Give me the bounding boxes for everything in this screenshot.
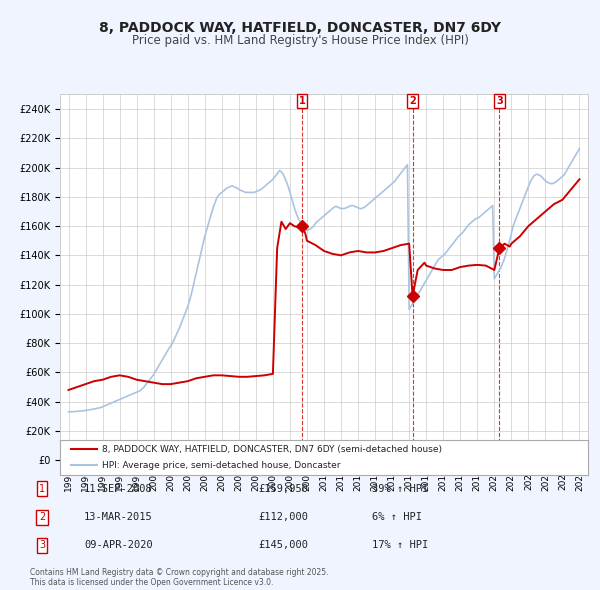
- Text: 1: 1: [39, 484, 45, 494]
- Text: 3: 3: [496, 96, 503, 106]
- Text: 8, PADDOCK WAY, HATFIELD, DONCASTER, DN7 6DY (semi-detached house): 8, PADDOCK WAY, HATFIELD, DONCASTER, DN7…: [102, 445, 442, 454]
- Text: HPI: Average price, semi-detached house, Doncaster: HPI: Average price, semi-detached house,…: [102, 461, 341, 470]
- Text: Price paid vs. HM Land Registry's House Price Index (HPI): Price paid vs. HM Land Registry's House …: [131, 34, 469, 47]
- Text: £159,950: £159,950: [258, 484, 308, 494]
- Text: Contains HM Land Registry data © Crown copyright and database right 2025.
This d: Contains HM Land Registry data © Crown c…: [30, 568, 329, 587]
- Text: 8, PADDOCK WAY, HATFIELD, DONCASTER, DN7 6DY: 8, PADDOCK WAY, HATFIELD, DONCASTER, DN7…: [99, 21, 501, 35]
- Text: 09-APR-2020: 09-APR-2020: [84, 540, 153, 550]
- Text: 17% ↑ HPI: 17% ↑ HPI: [372, 540, 428, 550]
- Text: 13-MAR-2015: 13-MAR-2015: [84, 512, 153, 522]
- Text: 39% ↑ HPI: 39% ↑ HPI: [372, 484, 428, 494]
- Text: 2: 2: [409, 96, 416, 106]
- Text: 1: 1: [298, 96, 305, 106]
- Text: £145,000: £145,000: [258, 540, 308, 550]
- Text: 6% ↑ HPI: 6% ↑ HPI: [372, 512, 422, 522]
- Text: £112,000: £112,000: [258, 512, 308, 522]
- Text: 11-SEP-2008: 11-SEP-2008: [84, 484, 153, 494]
- Text: 3: 3: [39, 540, 45, 550]
- Text: 2: 2: [39, 512, 45, 522]
